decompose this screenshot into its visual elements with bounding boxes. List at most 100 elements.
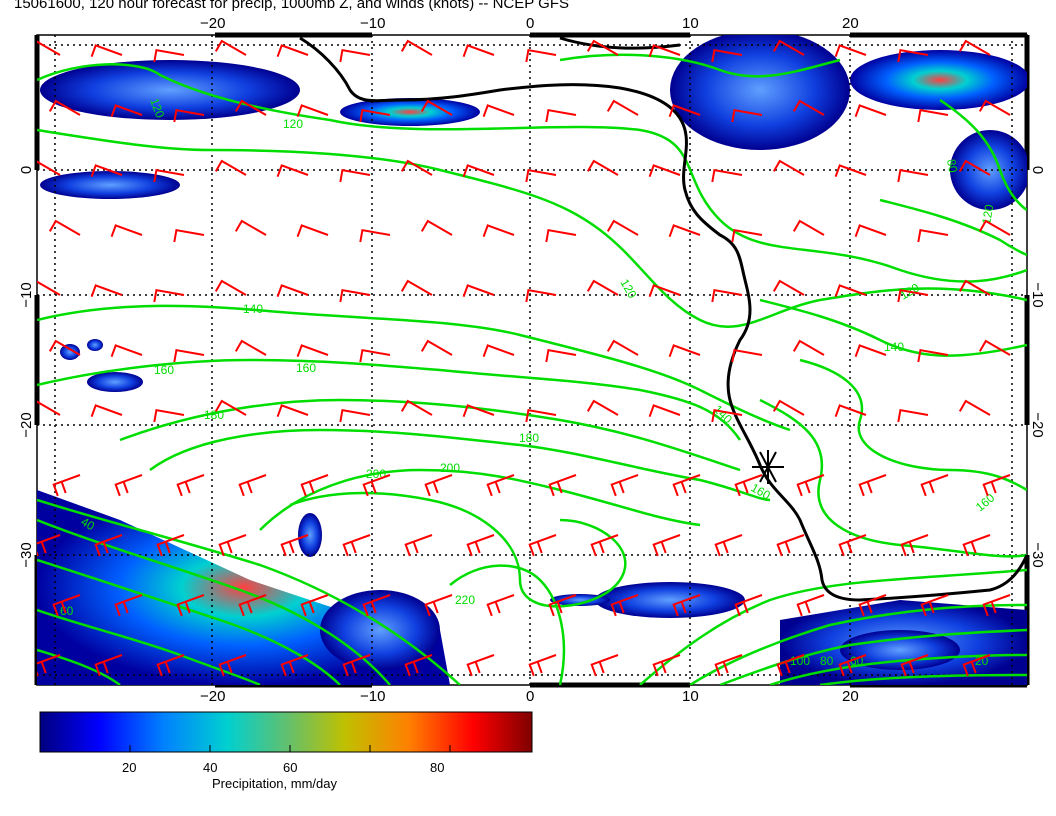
contour-label: 140 bbox=[884, 340, 904, 354]
contour-label: 220 bbox=[455, 593, 475, 607]
lat-tick: −30 bbox=[1029, 542, 1046, 567]
lon-tick: 20 bbox=[842, 688, 859, 705]
wind-barb bbox=[420, 339, 453, 356]
wind-barb bbox=[652, 534, 681, 557]
wind-barb bbox=[362, 594, 391, 617]
lat-ticks-left: 0 −10 −20 −30 bbox=[18, 166, 35, 568]
wind-barb bbox=[897, 408, 929, 423]
wind-barb bbox=[296, 224, 329, 238]
contour-label: 80 bbox=[820, 654, 834, 668]
wind-barb bbox=[958, 39, 991, 56]
wind-barb bbox=[545, 108, 577, 123]
wind-barb bbox=[982, 594, 1011, 617]
wind-barb bbox=[37, 280, 61, 296]
wind-barb bbox=[359, 108, 391, 123]
contour-label: 60 bbox=[60, 604, 74, 618]
wind-barb bbox=[214, 39, 247, 56]
wind-barb bbox=[772, 399, 805, 416]
wind-barb bbox=[486, 474, 515, 497]
wind-barb bbox=[420, 219, 453, 236]
wind-barb bbox=[776, 654, 805, 677]
wind-barb bbox=[920, 594, 949, 617]
wind-barb bbox=[917, 108, 949, 123]
colorbar-tick: 80 bbox=[430, 760, 444, 775]
wind-barb bbox=[296, 104, 329, 118]
wind-barb bbox=[48, 219, 81, 236]
wind-barb bbox=[982, 474, 1011, 497]
wind-barb bbox=[114, 594, 143, 617]
wind-barb bbox=[37, 534, 61, 557]
wind-barb bbox=[176, 594, 205, 617]
height-contours bbox=[37, 53, 1027, 685]
wind-barb bbox=[339, 168, 371, 183]
colorbar-label: Precipitation, mm/day bbox=[212, 776, 337, 791]
wind-barb bbox=[834, 284, 867, 298]
wind-barb bbox=[920, 474, 949, 497]
wind-barb bbox=[153, 168, 185, 183]
contour-label: 200 bbox=[366, 467, 386, 481]
lon-tick: 20 bbox=[842, 15, 859, 32]
wind-barb bbox=[90, 164, 123, 178]
wind-barb bbox=[52, 474, 81, 497]
wind-barb bbox=[420, 99, 453, 116]
wind-barb bbox=[854, 104, 887, 118]
wind-barb bbox=[276, 44, 309, 58]
wind-barb bbox=[37, 160, 61, 176]
wind-barb bbox=[978, 339, 1011, 356]
wind-barb bbox=[731, 108, 763, 123]
wind-barb bbox=[711, 288, 743, 303]
wind-barb bbox=[734, 474, 763, 497]
colorbar bbox=[39, 711, 533, 753]
contour-label: 80 bbox=[944, 158, 960, 174]
lon-tick: 10 bbox=[682, 15, 699, 32]
wind-barb bbox=[958, 159, 991, 176]
wind-barb bbox=[917, 228, 949, 243]
wind-barb bbox=[731, 348, 763, 363]
lat-tick: −10 bbox=[1029, 282, 1046, 307]
wind-barb bbox=[342, 654, 371, 677]
wind-barb bbox=[52, 594, 81, 617]
wind-barb bbox=[545, 348, 577, 363]
wind-barb bbox=[897, 288, 929, 303]
wind-barb bbox=[545, 228, 577, 243]
wind-barb bbox=[796, 474, 825, 497]
wind-barb bbox=[466, 654, 495, 677]
wind-barb bbox=[90, 284, 123, 298]
wind-barb bbox=[339, 288, 371, 303]
wind-barb bbox=[714, 654, 743, 677]
contour-label: 140 bbox=[243, 302, 263, 316]
wind-barb bbox=[176, 474, 205, 497]
contour-label: 160 bbox=[154, 363, 174, 377]
wind-barb bbox=[590, 654, 619, 677]
wind-barb bbox=[838, 534, 867, 557]
wind-barb bbox=[300, 594, 329, 617]
map-title: 15061600, 120 hour forecast for precip, … bbox=[14, 0, 569, 12]
wind-barb bbox=[834, 404, 867, 418]
wind-barb bbox=[854, 224, 887, 238]
wind-barb bbox=[525, 408, 557, 423]
wind-barb bbox=[114, 474, 143, 497]
lon-ticks-bottom: −20 −10 0 10 20 bbox=[200, 688, 859, 705]
coastline-north bbox=[559, 36, 681, 50]
lat-ticks-right: 0 −10 −20 −30 bbox=[1029, 166, 1046, 568]
wind-barb bbox=[711, 408, 743, 423]
wind-barb bbox=[90, 44, 123, 58]
wind-barb bbox=[214, 279, 247, 296]
wind-barb bbox=[917, 348, 949, 363]
wind-barb bbox=[400, 279, 433, 296]
contour-label: 40 bbox=[79, 514, 98, 533]
wind-barb bbox=[668, 224, 701, 238]
wind-barb bbox=[792, 99, 825, 116]
wind-barb bbox=[858, 474, 887, 497]
wind-barb bbox=[300, 474, 329, 497]
contour-label: 180 bbox=[204, 408, 224, 422]
wind-barb bbox=[776, 534, 805, 557]
wind-barb bbox=[234, 219, 267, 236]
wind-barb bbox=[978, 99, 1011, 116]
lon-tick: 0 bbox=[526, 688, 534, 705]
wind-barb bbox=[648, 164, 681, 178]
wind-barb bbox=[714, 534, 743, 557]
wind-barb bbox=[606, 219, 639, 236]
wind-barb bbox=[606, 339, 639, 356]
wind-barb bbox=[110, 104, 143, 118]
